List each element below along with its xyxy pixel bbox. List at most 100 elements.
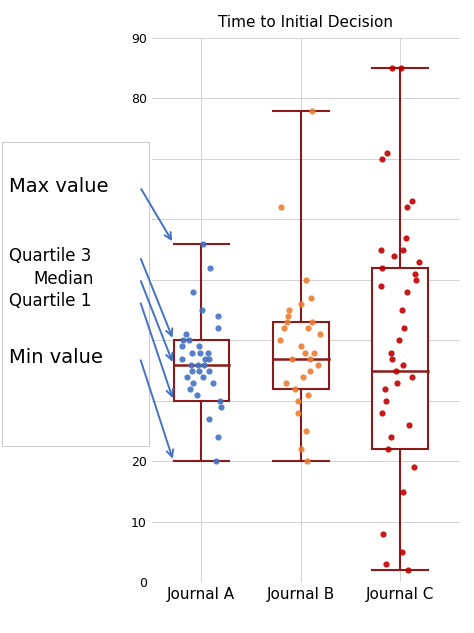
Point	[214, 323, 222, 334]
Point	[388, 63, 395, 73]
Point	[314, 360, 322, 370]
Point	[388, 353, 395, 363]
Point	[299, 372, 306, 382]
Point	[190, 378, 197, 388]
Point	[195, 341, 203, 351]
Point	[282, 378, 290, 388]
Point	[303, 456, 311, 467]
Point	[292, 384, 299, 394]
Point	[302, 275, 310, 285]
Bar	[273, 322, 328, 389]
Point	[378, 408, 385, 418]
Point	[210, 378, 217, 388]
Point	[378, 263, 385, 273]
Point	[401, 323, 408, 334]
Point	[398, 547, 406, 557]
Point	[404, 565, 411, 575]
Point	[304, 390, 312, 400]
Point	[379, 529, 386, 539]
Point	[198, 305, 206, 315]
Point	[201, 353, 209, 363]
Point	[382, 559, 390, 569]
Point	[409, 372, 416, 382]
Point	[392, 366, 400, 376]
Point	[280, 323, 287, 334]
Point	[403, 287, 410, 297]
Point	[412, 275, 419, 285]
Point	[301, 348, 309, 358]
Point	[200, 360, 208, 370]
Point	[284, 311, 292, 322]
Text: Min value: Min value	[9, 348, 103, 367]
Point	[218, 402, 225, 412]
Point	[405, 420, 413, 430]
Point	[200, 372, 207, 382]
Point	[193, 390, 201, 400]
Point	[387, 348, 395, 358]
Point	[306, 366, 313, 376]
Point	[178, 341, 185, 351]
Point	[410, 462, 418, 472]
Point	[415, 257, 422, 267]
Point	[307, 293, 315, 303]
Point	[204, 348, 211, 358]
Bar	[173, 341, 229, 401]
Point	[188, 348, 196, 358]
Point	[206, 263, 214, 273]
Point	[183, 372, 191, 382]
Point	[294, 408, 302, 418]
Bar	[372, 268, 428, 449]
Point	[205, 414, 212, 424]
Title: Time to Initial Decision: Time to Initial Decision	[218, 15, 393, 30]
Point	[378, 281, 385, 291]
Point	[298, 341, 305, 351]
Text: Max value: Max value	[9, 177, 109, 196]
Point	[411, 269, 419, 279]
Point	[200, 239, 207, 249]
Point	[214, 311, 221, 322]
Point	[288, 353, 296, 363]
Point	[189, 366, 196, 376]
Point	[384, 444, 392, 454]
Point	[399, 305, 406, 315]
Point	[408, 196, 416, 206]
Point	[308, 106, 316, 116]
Point	[383, 148, 391, 158]
Point	[308, 317, 315, 327]
Point	[277, 203, 284, 213]
Point	[316, 329, 323, 339]
Point	[399, 360, 407, 370]
Point	[302, 426, 310, 436]
Point	[378, 154, 386, 164]
Text: Median: Median	[33, 270, 93, 287]
Text: Quartile 1: Quartile 1	[9, 292, 92, 310]
Point	[310, 348, 318, 358]
Point	[403, 203, 410, 213]
Point	[205, 353, 212, 363]
Point	[377, 244, 385, 254]
Point	[179, 335, 186, 346]
Point	[185, 335, 193, 346]
Point	[382, 396, 389, 406]
Point	[186, 384, 193, 394]
Point	[276, 335, 284, 346]
Text: Quartile 3: Quartile 3	[9, 248, 92, 265]
Point	[195, 366, 203, 376]
Point	[294, 396, 302, 406]
Point	[399, 487, 407, 497]
Point	[298, 444, 305, 454]
Point	[214, 432, 222, 442]
Point	[398, 63, 405, 73]
Point	[391, 251, 398, 261]
Point	[382, 384, 389, 394]
Point	[216, 396, 223, 406]
Point	[196, 348, 203, 358]
Point	[396, 335, 403, 346]
Point	[194, 360, 201, 370]
Point	[189, 287, 196, 297]
Point	[188, 360, 195, 370]
Point	[206, 366, 213, 376]
Point	[400, 244, 407, 254]
Point	[388, 432, 395, 442]
Point	[182, 329, 190, 339]
